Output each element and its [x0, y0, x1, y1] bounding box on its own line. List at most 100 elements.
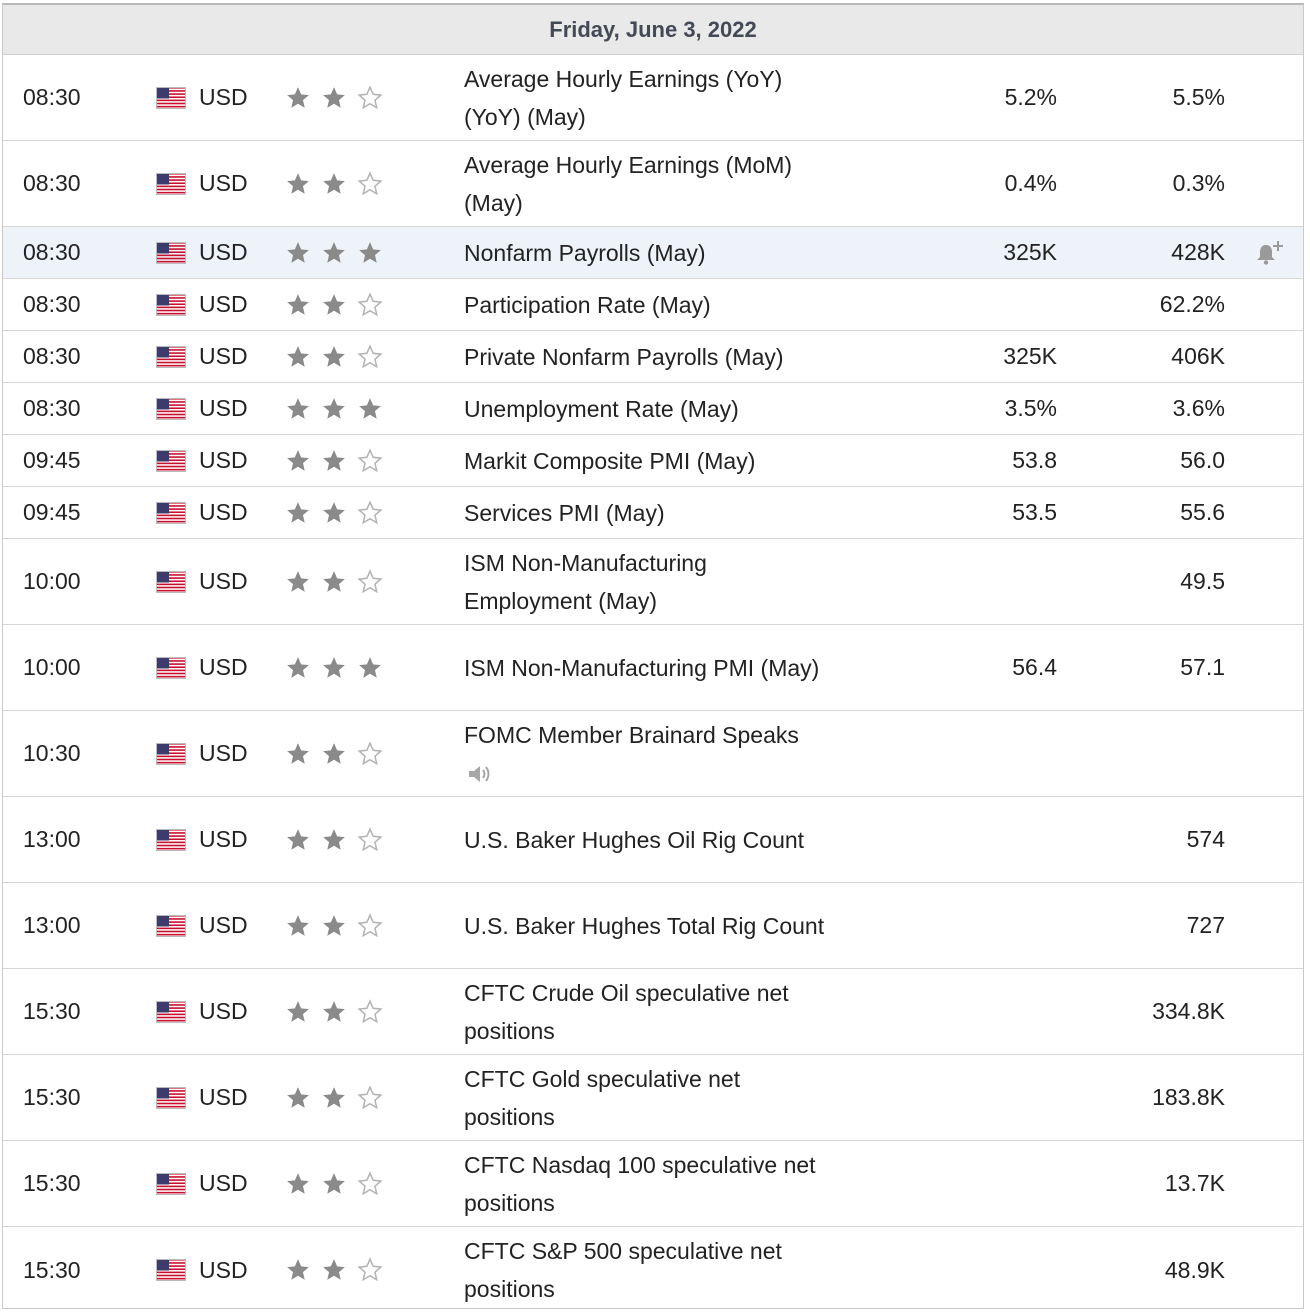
star-empty-icon: [357, 998, 383, 1023]
star-filled-icon: [359, 656, 381, 678]
event-name-link[interactable]: ISM Non-Manufacturing PMI (May): [464, 654, 820, 681]
event-row[interactable]: 15:30 USD CFTC Nasdaq 100 speculative net …: [3, 1141, 1303, 1227]
event-row[interactable]: 08:30 USD Average Hourly Earnings (YoY) (Y…: [3, 55, 1303, 141]
event-name-link[interactable]: CFTC S&P 500 speculative net positions: [464, 1238, 782, 1302]
event-name-link[interactable]: Unemployment Rate (May): [464, 395, 739, 422]
event-name-cell: Markit Composite PMI (May): [464, 442, 834, 480]
star-empty-icon: [357, 343, 383, 368]
event-name-link[interactable]: FOMC Member Brainard Speaks: [464, 721, 799, 748]
star-empty-icon: [357, 1257, 383, 1282]
star-filled-icon: [323, 1000, 345, 1022]
event-previous: 406K: [1171, 343, 1225, 369]
event-currency: USD: [199, 447, 248, 473]
star-filled-icon: [323, 656, 345, 678]
event-row[interactable]: 08:30 USD Nonfarm Payrolls (May) 325K 428K: [3, 227, 1303, 279]
importance-rating: [285, 912, 383, 939]
event-previous: 49.5: [1180, 568, 1225, 594]
event-previous: 13.7K: [1164, 1170, 1225, 1196]
event-row[interactable]: 13:00 USD U.S. Baker Hughes Total Rig Coun…: [3, 883, 1303, 969]
event-row[interactable]: 13:00 USD U.S. Baker Hughes Oil Rig Count 5…: [3, 797, 1303, 883]
star-filled-icon: [287, 570, 309, 592]
event-name-cell: Average Hourly Earnings (YoY) (YoY) (May…: [464, 60, 834, 136]
star-filled-icon: [323, 914, 345, 936]
star-filled-icon: [287, 1172, 309, 1194]
event-forecast: 5.2%: [1004, 84, 1057, 110]
event-name-link[interactable]: Average Hourly Earnings (MoM) (May): [464, 151, 793, 216]
star-filled-icon: [323, 172, 345, 194]
event-previous: 574: [1186, 826, 1225, 852]
importance-rating: [285, 343, 383, 370]
bell-plus-icon[interactable]: [1254, 239, 1284, 267]
event-name-link[interactable]: U.S. Baker Hughes Oil Rig Count: [464, 826, 805, 853]
event-time: 15:30: [23, 1170, 81, 1196]
importance-rating: [285, 1084, 383, 1111]
importance-rating: [285, 396, 383, 422]
event-currency: USD: [199, 84, 248, 110]
importance-rating: [285, 291, 383, 318]
star-filled-icon: [323, 1086, 345, 1108]
event-row[interactable]: 08:30 USD Private Nonfarm Payrolls (May) 32…: [3, 331, 1303, 383]
event-name-link[interactable]: U.S. Baker Hughes Total Rig Count: [464, 912, 825, 939]
importance-rating: [285, 740, 383, 767]
event-name-link[interactable]: Nonfarm Payrolls (May): [464, 239, 706, 266]
event-currency: USD: [199, 998, 248, 1024]
star-filled-icon: [287, 86, 309, 108]
event-name-link[interactable]: Services PMI (May): [464, 499, 665, 526]
event-time: 08:30: [23, 239, 81, 265]
event-name-cell: CFTC Nasdaq 100 speculative net position…: [464, 1146, 834, 1222]
event-currency: USD: [199, 239, 248, 265]
us-flag-icon: [156, 1259, 186, 1281]
event-forecast: 325K: [1003, 343, 1057, 369]
event-row[interactable]: 09:45 USD Services PMI (May) 53.5 55.6: [3, 487, 1303, 539]
event-row[interactable]: 08:30 USD Participation Rate (May) 62.2%: [3, 279, 1303, 331]
event-row[interactable]: 15:30 USD CFTC Crude Oil speculative net p…: [3, 969, 1303, 1055]
event-row[interactable]: 10:00 USD ISM Non-Manufacturing PMI (May) 5…: [3, 625, 1303, 711]
event-name-cell: CFTC Gold speculative net positions: [464, 1060, 834, 1136]
us-flag-icon: [156, 345, 186, 368]
date-header-label: Friday, June 3, 2022: [549, 16, 757, 42]
event-row[interactable]: 15:30 USD CFTC Gold speculative net positi…: [3, 1055, 1303, 1141]
us-flag-icon: [156, 1172, 186, 1195]
event-name-link[interactable]: Participation Rate (May): [464, 291, 711, 318]
event-name-cell: U.S. Baker Hughes Total Rig Count: [464, 907, 834, 945]
event-previous: 48.9K: [1164, 1256, 1225, 1283]
event-previous: 56.0: [1180, 447, 1225, 473]
event-time: 15:30: [23, 998, 81, 1024]
event-forecast: 0.4%: [1004, 170, 1057, 196]
event-currency: USD: [199, 291, 248, 317]
importance-rating: [285, 655, 383, 681]
event-name-link[interactable]: CFTC Gold speculative net positions: [464, 1065, 741, 1130]
importance-rating: [285, 84, 383, 111]
event-name-link[interactable]: ISM Non-Manufacturing Employment (May): [464, 549, 707, 614]
star-empty-icon: [357, 826, 383, 851]
event-row[interactable]: 08:30 USD Unemployment Rate (May) 3.5% 3.6%: [3, 383, 1303, 435]
event-row[interactable]: 10:30 USD FOMC Member Brainard Speaks: [3, 711, 1303, 797]
event-forecast: 53.5: [1012, 499, 1057, 525]
event-forecast: 53.8: [1012, 447, 1057, 473]
star-empty-icon: [357, 740, 383, 765]
event-name-link[interactable]: CFTC Crude Oil speculative net positions: [464, 979, 789, 1044]
event-row[interactable]: 08:30 USD Average Hourly Earnings (MoM) (M…: [3, 141, 1303, 227]
importance-rating: [285, 998, 383, 1025]
event-row[interactable]: 10:00 USD ISM Non-Manufacturing Employment…: [3, 539, 1303, 625]
event-row[interactable]: 09:45 USD Markit Composite PMI (May) 53.8 56…: [3, 435, 1303, 487]
star-filled-icon: [323, 397, 345, 419]
economic-calendar: Friday, June 3, 2022 08:30 USD Average Hou…: [2, 3, 1304, 1309]
star-filled-icon: [287, 241, 309, 263]
star-empty-icon: [357, 84, 383, 109]
event-time: 08:30: [23, 395, 81, 421]
star-filled-icon: [323, 1259, 345, 1280]
event-time: 09:45: [23, 499, 81, 525]
event-name-link[interactable]: Private Nonfarm Payrolls (May): [464, 343, 784, 370]
event-row[interactable]: 15:30 USD CFTC S&P 500 speculative net pos…: [3, 1227, 1303, 1313]
star-filled-icon: [323, 1172, 345, 1194]
event-name-link[interactable]: Markit Composite PMI (May): [464, 447, 756, 474]
us-flag-icon: [156, 656, 186, 679]
event-name-cell: ISM Non-Manufacturing PMI (May): [464, 649, 834, 687]
event-name-cell: Unemployment Rate (May): [464, 390, 834, 428]
event-previous: 57.1: [1180, 654, 1225, 680]
event-name-cell: Services PMI (May): [464, 494, 834, 532]
event-name-link[interactable]: CFTC Nasdaq 100 speculative net position…: [464, 1151, 816, 1216]
event-name-link[interactable]: Average Hourly Earnings (YoY) (YoY) (May…: [464, 65, 783, 130]
star-filled-icon: [287, 914, 309, 936]
